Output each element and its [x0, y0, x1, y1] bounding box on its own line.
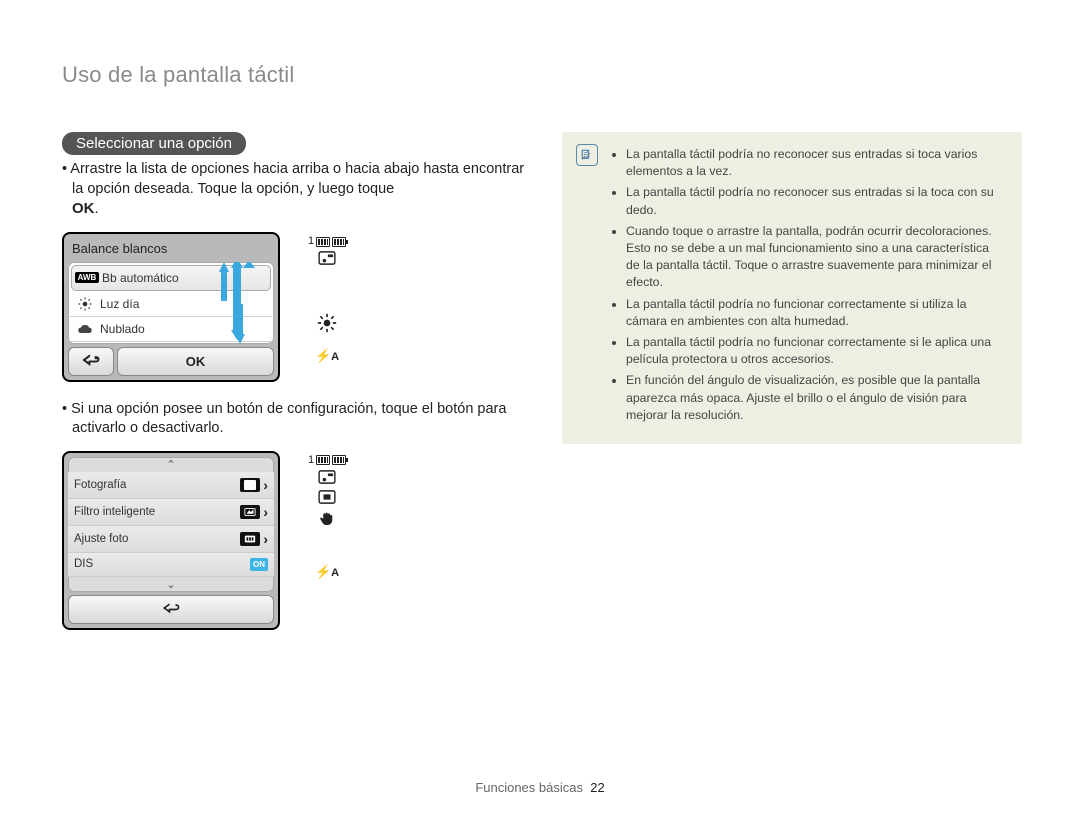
resolution-icon — [318, 470, 336, 490]
photo-size-icon — [240, 478, 260, 492]
count-2: 1 — [308, 451, 314, 470]
screen1-title: Balance blancos — [68, 238, 274, 262]
scroll-up-indicator[interactable]: ⌃ — [68, 457, 274, 472]
back-button[interactable] — [68, 347, 114, 376]
cfg-row-dis[interactable]: DIS ON — [68, 553, 274, 577]
note-item-4: La pantalla táctil podría no funcionar c… — [626, 296, 1004, 330]
awb-icon: AWB — [78, 271, 96, 285]
note-item-6: En función del ángulo de visualización, … — [626, 372, 1004, 424]
memory-icon — [316, 237, 330, 247]
flash-auto-icon: ⚡A — [315, 344, 339, 368]
note-item-2: La pantalla táctil podría no reconocer s… — [626, 184, 1004, 218]
page-footer: Funciones básicas 22 — [0, 780, 1080, 795]
back-arrow-icon — [162, 602, 180, 614]
screen2-menu-panel: ⌃ Fotografía › Filtro inteligente — [68, 457, 274, 592]
screen1-menu-panel: AWB Bb automático Luz día Nublado — [68, 262, 274, 344]
screen1-button-bar: OK — [68, 347, 274, 376]
note-box: La pantalla táctil podría no reconocer s… — [562, 132, 1022, 444]
cloud-icon — [76, 322, 94, 336]
ok-button[interactable]: OK — [117, 347, 274, 376]
chevron-right-icon: › — [263, 531, 268, 547]
flash-auto-icon: ⚡A — [315, 561, 339, 583]
chevron-right-icon: › — [263, 477, 268, 493]
count-1: 1 — [308, 232, 314, 252]
screen1-figure: Balance blancos AWB Bb automático Luz dí… — [62, 232, 532, 382]
cfg-row-smartfilter-label: Filtro inteligente — [74, 506, 155, 518]
camera-screen-2: ⌃ Fotografía › Filtro inteligente — [62, 451, 280, 630]
camera-screen-1: Balance blancos AWB Bb automático Luz dí… — [62, 232, 280, 382]
intro-paragraph: • Arrastre la lista de opciones hacia ar… — [62, 160, 532, 220]
footer-page-number: 22 — [590, 780, 604, 795]
cfg-row-adjust[interactable]: Ajuste foto › — [68, 526, 274, 553]
hand-icon — [318, 510, 336, 534]
brightness-icon — [317, 313, 337, 344]
status-bar-2: 1 — [308, 451, 346, 470]
note-item-5: La pantalla táctil podría no funcionar c… — [626, 334, 1004, 368]
back-button-2[interactable] — [68, 595, 274, 624]
screen2-button-bar — [68, 595, 274, 624]
metering-icon — [318, 490, 336, 510]
period: . — [95, 201, 99, 217]
back-arrow-icon — [82, 354, 100, 366]
cfg-row-dis-label: DIS — [74, 558, 93, 570]
section-heading-badge: Seleccionar una opción — [62, 132, 246, 155]
battery-icon — [332, 455, 346, 465]
cfg-row-smartfilter[interactable]: Filtro inteligente › — [68, 499, 274, 526]
second-bullet-text: • Si una opción posee un botón de config… — [62, 400, 532, 439]
footer-section: Funciones básicas — [475, 780, 583, 795]
screen2-figure: ⌃ Fotografía › Filtro inteligente — [62, 451, 532, 630]
note-list: La pantalla táctil podría no reconocer s… — [612, 146, 1004, 424]
intro-bullet-text: • Arrastre la lista de opciones hacia ar… — [62, 161, 524, 197]
wb-option-auto-label: Bb automático — [102, 271, 179, 285]
battery-icon — [332, 237, 346, 247]
adjust-icon — [240, 532, 260, 546]
scroll-down-indicator[interactable]: ⌄ — [68, 577, 274, 592]
chevron-right-icon: › — [263, 504, 268, 520]
smartfilter-icon — [240, 505, 260, 519]
screen1-side-icons: 1 ⚡A — [308, 232, 346, 368]
dis-toggle[interactable]: ON — [250, 558, 268, 571]
note-item-3: Cuando toque o arrastre la pantalla, pod… — [626, 223, 1004, 292]
status-bar-1: 1 — [308, 232, 346, 252]
page-title: Uso de la pantalla táctil — [62, 62, 294, 88]
memory-icon — [316, 455, 330, 465]
wb-option-cloudy-label: Nublado — [100, 322, 145, 336]
cfg-row-photo-label: Fotografía — [74, 479, 126, 491]
left-column: • Arrastre la lista de opciones hacia ar… — [62, 160, 532, 648]
wb-option-daylight-label: Luz día — [100, 297, 139, 311]
ok-inline-symbol: OK — [72, 200, 95, 217]
cfg-row-adjust-label: Ajuste foto — [74, 533, 128, 545]
note-item-1: La pantalla táctil podría no reconocer s… — [626, 146, 1004, 180]
note-info-icon — [576, 144, 598, 166]
cfg-row-photo[interactable]: Fotografía › — [68, 472, 274, 499]
right-column: La pantalla táctil podría no reconocer s… — [562, 132, 1022, 444]
sun-small-icon — [76, 297, 94, 311]
scroll-arrows-simplified — [208, 260, 252, 346]
screen2-side-icons: 1 ⚡A — [308, 451, 346, 583]
resolution-icon — [318, 251, 336, 273]
